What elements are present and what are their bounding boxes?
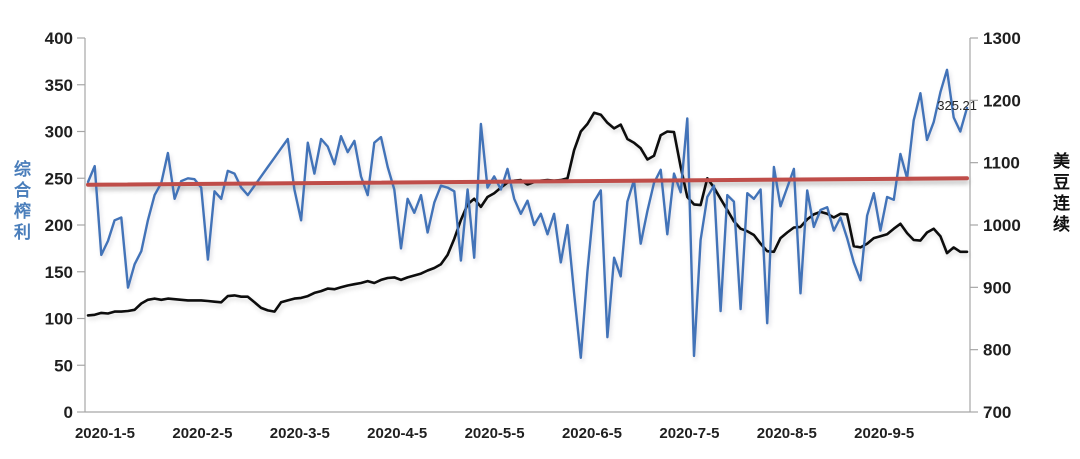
left-axis-tick-label: 350	[45, 76, 73, 95]
right-axis-tick-label: 1100	[983, 154, 1020, 173]
x-axis-tick-label: 2020-2-5	[172, 425, 232, 442]
left-axis-tick-label: 400	[45, 29, 73, 48]
right-axis-tick-label: 800	[983, 341, 1011, 360]
x-axis-tick-label: 2020-4-5	[367, 425, 427, 442]
left-axis-title: 综合榨利	[11, 160, 30, 244]
x-axis-tick-label: 2020-6-5	[562, 425, 622, 442]
x-axis-tick-label: 2020-3-5	[270, 425, 330, 442]
x-axis-tick-label: 2020-5-5	[465, 425, 525, 442]
left-axis-tick-label: 300	[45, 123, 73, 142]
x-axis-tick-label: 2020-9-5	[854, 425, 914, 442]
soybean-series-shadow	[88, 114, 970, 320]
right-axis-tick-label: 700	[983, 403, 1011, 422]
trend-line	[86, 176, 969, 187]
soybean-series-line	[86, 111, 969, 317]
margin-series-line	[86, 68, 969, 359]
x-axis-tick-label: 2020-1-5	[75, 425, 135, 442]
x-axis-tick-label: 2020-8-5	[757, 425, 817, 442]
x-axis-tick-label: 2020-7-5	[659, 425, 719, 442]
left-axis-tick-label: 50	[54, 356, 73, 375]
left-axis-tick-label: 0	[64, 403, 73, 422]
right-axis-tick-label: 1300	[983, 29, 1021, 48]
right-axis-tick-label: 1200	[983, 91, 1021, 110]
left-axis-tick-label: 200	[45, 216, 73, 235]
left-axis-tick-label: 100	[45, 310, 73, 329]
left-axis-tick-label: 250	[45, 169, 73, 188]
last-value-annotation: 325.21	[937, 98, 977, 113]
right-axis-title: 美豆连续	[1050, 152, 1069, 236]
left-axis-tick-label: 150	[45, 263, 73, 282]
right-axis-tick-label: 900	[983, 278, 1011, 297]
right-axis-tick-label: 1000	[983, 216, 1021, 235]
